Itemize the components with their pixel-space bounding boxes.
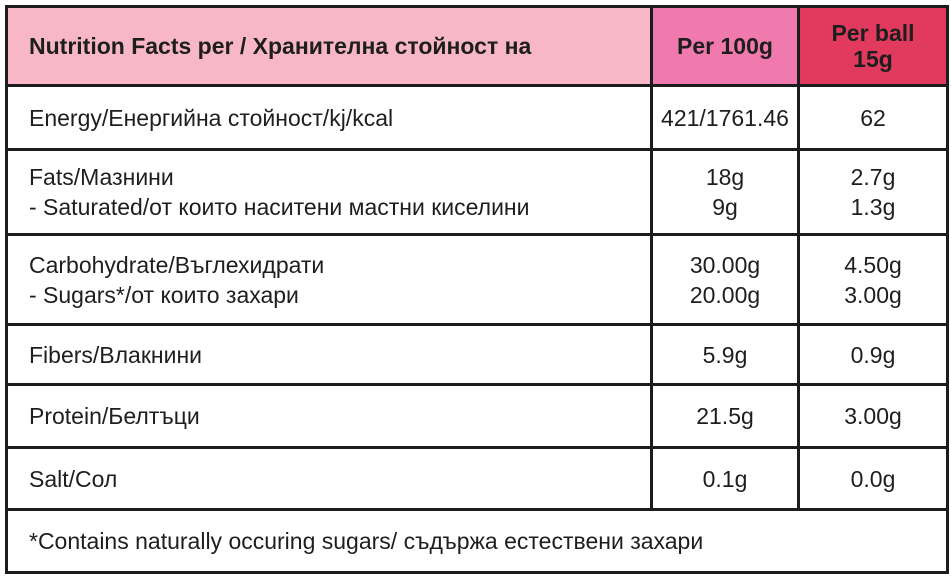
fats-per100g-cell: 18g 9g	[650, 148, 800, 236]
fats-label-line2: - Saturated/от които наситени мастни кис…	[29, 194, 530, 220]
table-row-fibers: Fibers/Влакнини 5.9g 0.9g	[5, 323, 949, 386]
table-row-protein: Protein/Белтъци 21.5g 3.00g	[5, 383, 949, 449]
table-row-carbohydrate: Carbohydrate/Въглехидрати - Sugars*/от к…	[5, 233, 949, 326]
salt-perball-value: 0.0g	[850, 465, 896, 492]
protein-label-cell: Protein/Белтъци	[5, 383, 653, 449]
fibers-per100g-value: 5.9g	[702, 341, 748, 368]
table-row-salt: Salt/Сол 0.1g 0.0g	[5, 446, 949, 511]
table-row-fats: Fats/Мазнини - Saturated/от които насите…	[5, 148, 949, 236]
fibers-label: Fibers/Влакнини	[29, 341, 203, 368]
header-title: Nutrition Facts per / Хранителна стойнос…	[29, 32, 532, 59]
energy-per100g-cell: 421/1761.46	[650, 84, 800, 151]
header-per100g-label: Per 100g	[677, 32, 773, 59]
header-title-cell: Nutrition Facts per / Хранителна стойнос…	[5, 5, 653, 87]
carbohydrate-label-cell: Carbohydrate/Въглехидрати - Sugars*/от к…	[5, 233, 653, 326]
header-perball-line2: 15g	[853, 46, 893, 72]
nutrition-facts-table: Nutrition Facts per / Хранителна стойнос…	[5, 5, 949, 574]
salt-perball-cell: 0.0g	[797, 446, 949, 511]
fibers-label-cell: Fibers/Влакнини	[5, 323, 653, 386]
energy-per100g-value: 421/1761.46	[661, 104, 789, 131]
fats-saturated-perball-value: 1.3g	[850, 194, 896, 220]
protein-label: Protein/Белтъци	[29, 403, 200, 429]
carbohydrate-perball-cell: 4.50g 3.00g	[797, 233, 949, 326]
energy-label: Energy/Енергийна стойност/kj/kcal	[29, 104, 394, 131]
energy-perball-cell: 62	[797, 84, 949, 151]
carbohydrate-label-line1: Carbohydrate/Въглехидрати	[29, 251, 325, 278]
salt-per100g-value: 0.1g	[702, 465, 748, 492]
fibers-perball-value: 0.9g	[850, 341, 896, 368]
fats-label-cell: Fats/Мазнини - Saturated/от които насите…	[5, 148, 653, 236]
fibers-perball-cell: 0.9g	[797, 323, 949, 386]
header-per100g-cell: Per 100g	[650, 5, 800, 87]
carbohydrate-perball-value: 4.50g	[844, 251, 902, 278]
fats-perball-cell: 2.7g 1.3g	[797, 148, 949, 236]
energy-label-cell: Energy/Енергийна стойност/kj/kcal	[5, 84, 653, 151]
fats-perball-value: 2.7g	[850, 164, 896, 190]
protein-per100g-value: 21.5g	[696, 403, 754, 429]
sugars-per100g-value: 20.00g	[689, 281, 761, 308]
fats-label-line1: Fats/Мазнини	[29, 164, 174, 190]
salt-per100g-cell: 0.1g	[650, 446, 800, 511]
carbohydrate-per100g-cell: 30.00g 20.00g	[650, 233, 800, 326]
footnote-text: *Contains naturally occuring sugars/ съд…	[29, 527, 704, 554]
protein-perball-cell: 3.00g	[797, 383, 949, 449]
protein-perball-value: 3.00g	[844, 403, 902, 429]
protein-per100g-cell: 21.5g	[650, 383, 800, 449]
footnote-cell: *Contains naturally occuring sugars/ съд…	[5, 508, 949, 574]
header-perball-cell: Per ball 15g	[797, 5, 949, 87]
fibers-per100g-cell: 5.9g	[650, 323, 800, 386]
header-perball-line1: Per ball	[831, 20, 915, 46]
salt-label-cell: Salt/Сол	[5, 446, 653, 511]
carbohydrate-label-line2: - Sugars*/от които захари	[29, 281, 299, 308]
energy-perball-value: 62	[860, 104, 886, 131]
footnote-row: *Contains naturally occuring sugars/ съд…	[5, 508, 949, 574]
table-row-energy: Energy/Енергийна стойност/kj/kcal 421/17…	[5, 84, 949, 151]
header-row: Nutrition Facts per / Хранителна стойнос…	[5, 5, 949, 87]
carbohydrate-per100g-value: 30.00g	[689, 251, 761, 278]
sugars-perball-value: 3.00g	[844, 281, 902, 308]
fats-per100g-value: 18g	[705, 164, 745, 190]
salt-label: Salt/Сол	[29, 465, 118, 492]
fats-saturated-per100g-value: 9g	[712, 194, 738, 220]
